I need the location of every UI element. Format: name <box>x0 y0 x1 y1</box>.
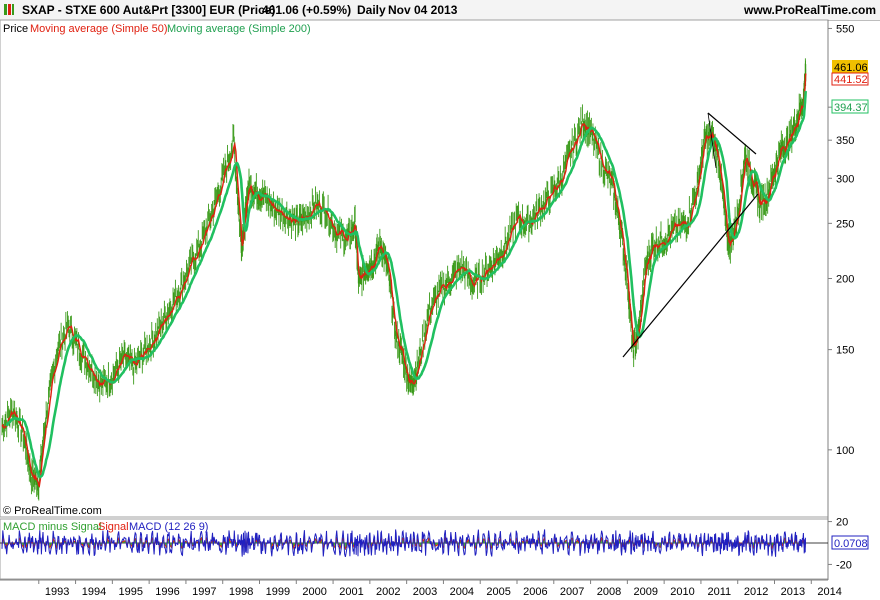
y-tick-label: 250 <box>836 218 854 230</box>
app-icon <box>4 4 14 15</box>
macd-y-tick-label: 20 <box>836 517 848 529</box>
x-tick-label: 2009 <box>634 586 658 598</box>
main-panel <box>0 19 829 518</box>
watermark: © ProRealTime.com <box>3 505 102 517</box>
x-tick-label: 2004 <box>450 586 474 598</box>
macd-tag <box>831 535 869 550</box>
period: Daily <box>357 3 386 17</box>
x-tick-label: 1995 <box>119 586 143 598</box>
x-tick-label: 2013 <box>781 586 805 598</box>
macd-plot: 20 -20 <box>0 517 852 571</box>
chart-title-bar: SXAP - STXE 600 Aut&Prt [3300] EUR (Pric… <box>0 0 880 21</box>
macd-line <box>1 529 807 558</box>
ma50-line <box>1 73 807 488</box>
instrument-title: SXAP - STXE 600 Aut&Prt [3300] EUR (Pric… <box>22 3 276 17</box>
y-tick-label: 200 <box>836 274 854 286</box>
macd-legend-hist: MACD minus Signal <box>3 521 101 533</box>
last-price: 461.06 (+0.59%) <box>262 3 352 17</box>
x-tick-label: 2007 <box>560 586 584 598</box>
price-axis: 550400350300250200150100 <box>828 23 854 457</box>
x-tick-label: 1997 <box>192 586 216 598</box>
last-price-tag <box>832 60 868 73</box>
ma200-tag <box>831 99 869 114</box>
channel-line <box>707 112 717 169</box>
y-tick-label: 100 <box>836 445 854 457</box>
x-tick-label: 2001 <box>339 586 363 598</box>
y-tick-label: 300 <box>836 173 854 185</box>
x-tick-label: 2014 <box>817 586 841 598</box>
x-tick-label: 2012 <box>744 586 768 598</box>
x-tick-label: 2002 <box>376 586 400 598</box>
y-tick-label: 350 <box>836 135 854 147</box>
y-tick-label: 150 <box>836 345 854 357</box>
x-tick-label: 2010 <box>670 586 694 598</box>
macd-y-tick-label: -20 <box>836 559 852 571</box>
x-tick-label: 2008 <box>597 586 621 598</box>
x-tick-label: 2003 <box>413 586 437 598</box>
x-tick-label: 2011 <box>707 586 731 598</box>
macd-legend-signal: Signal <box>98 521 129 533</box>
ma50-tag <box>831 72 869 86</box>
macd-tag-text: 0.0708 <box>834 538 868 550</box>
ma50-tag-text: 441.52 <box>834 74 868 86</box>
legend-ma50: Moving average (Simple 50) <box>30 23 168 35</box>
date: Nov 04 2013 <box>388 3 458 17</box>
x-tick-label: 2006 <box>523 586 547 598</box>
x-tick-label: 1993 <box>45 586 69 598</box>
x-tick-label: 2000 <box>302 586 326 598</box>
brand-link[interactable]: www.ProRealTime.com <box>744 3 877 17</box>
legend-ma200: Moving average (Simple 200) <box>167 23 311 35</box>
last-price-tag-text: 461.06 <box>834 62 868 74</box>
ma200-line <box>5 90 808 479</box>
x-tick-label: 1996 <box>155 586 179 598</box>
x-tick-label: 1999 <box>266 586 290 598</box>
x-tick-label: 1994 <box>82 586 106 598</box>
macd-legend-macd: MACD (12 26 9) <box>129 521 208 533</box>
x-tick-label: 2005 <box>486 586 510 598</box>
time-axis: 1993 1994 1995 1996 1997 1998 1999 2000 2001 2002… <box>38 580 842 598</box>
plot-area <box>1 58 808 501</box>
legend-price: Price <box>3 23 28 35</box>
y-tick-label: 550 <box>836 23 854 35</box>
x-tick-label: 1998 <box>229 586 253 598</box>
support-trendline <box>622 193 759 358</box>
resistance-trendline <box>707 112 757 155</box>
ma200-tag-text: 394.37 <box>834 102 868 114</box>
